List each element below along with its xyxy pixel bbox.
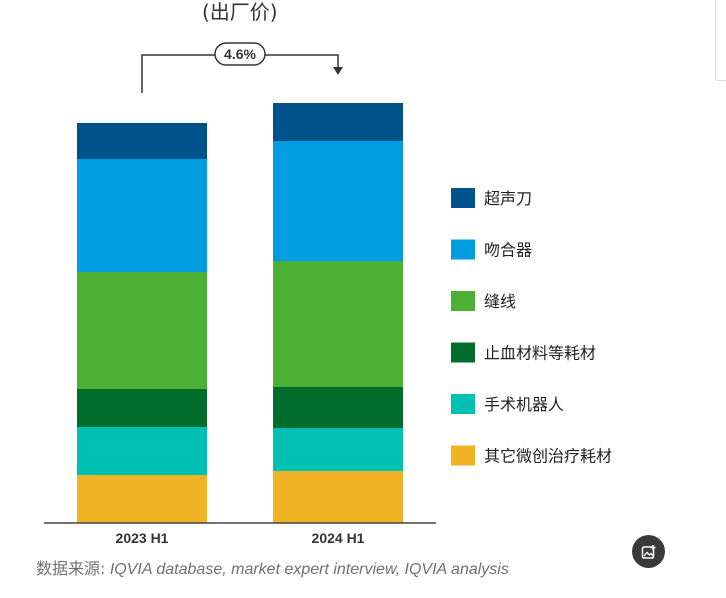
- bar-segment: [77, 272, 207, 389]
- growth-annotation: 4.6%: [141, 42, 343, 93]
- bar-segment: [273, 141, 403, 261]
- legend-label: 缝线: [484, 292, 516, 311]
- source-text: IQVIA database, market expert interview,…: [105, 561, 509, 578]
- bar-segment: [77, 475, 207, 523]
- legend-swatch: [451, 342, 475, 363]
- growth-badge-box: [214, 42, 266, 66]
- image-edit-button[interactable]: [632, 535, 665, 568]
- legend-label: 手术机器人: [484, 395, 564, 414]
- bar-segment: [273, 261, 403, 387]
- bar-segment: [77, 123, 207, 159]
- legend-swatch: [451, 394, 475, 414]
- x-tick-label: 2024 H1: [312, 530, 365, 546]
- image-plus-icon: [641, 544, 655, 559]
- legend-swatch: [451, 291, 475, 311]
- legend-label: 其它微创治疗耗材: [484, 447, 612, 466]
- bar-segment: [77, 389, 207, 427]
- bar-segment: [273, 103, 403, 141]
- bar-segment: [273, 387, 403, 428]
- bar-segment: [77, 427, 207, 475]
- source-caption: 数据来源: IQVIA database, market expert inte…: [36, 555, 509, 579]
- panel-edge: [715, 0, 726, 81]
- growth-badge: 4.6%: [224, 46, 256, 62]
- legend-swatch: [451, 188, 475, 208]
- legend-swatch: [451, 239, 475, 260]
- arrow-head: [333, 67, 343, 75]
- legend-swatch: [451, 445, 475, 466]
- legend-label: 超声刀: [484, 189, 532, 208]
- legend-label: 吻合器: [484, 241, 532, 260]
- bar-segment: [273, 428, 403, 471]
- legend-label: 止血材料等耗材: [484, 344, 596, 363]
- bar-segment: [273, 471, 403, 523]
- source-label: 数据来源:: [36, 559, 106, 578]
- chart-title: (出厂价): [202, 0, 278, 24]
- x-tick-label: 2023 H1: [116, 530, 169, 546]
- bar-segment: [77, 159, 207, 272]
